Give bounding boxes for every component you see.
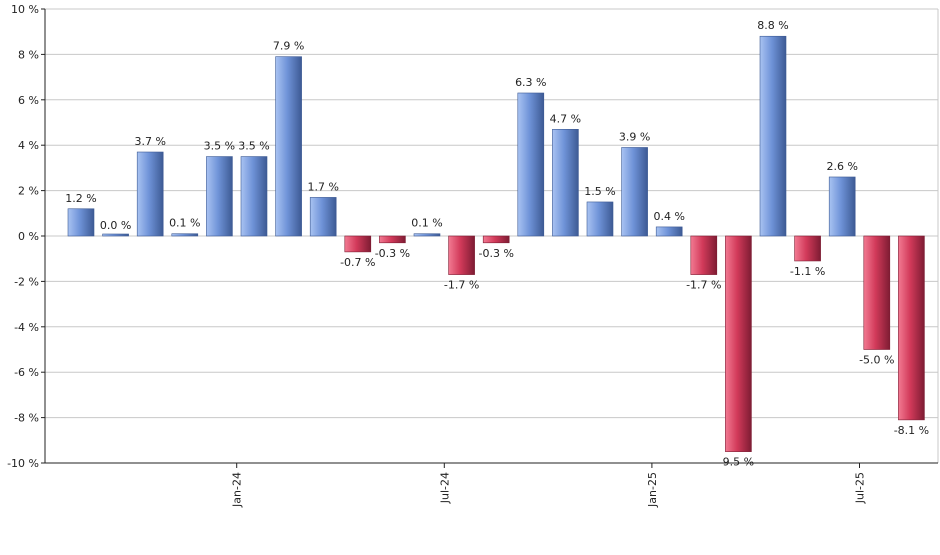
data-label: 1.7 % <box>307 180 338 193</box>
y-tick-label: 4 % <box>18 139 39 152</box>
data-label: -1.7 % <box>686 279 721 292</box>
y-tick-label: -6 % <box>14 366 39 379</box>
data-label: -5.0 % <box>859 354 894 367</box>
bar <box>344 235 372 253</box>
x-tick-label: Jan-24 <box>231 472 244 508</box>
x-tick-label: Jan-25 <box>646 472 659 508</box>
y-tick-label: -4 % <box>14 321 39 334</box>
data-label: 3.9 % <box>619 130 650 143</box>
bar <box>171 233 199 237</box>
data-label: 3.5 % <box>204 140 235 153</box>
y-tick-label: 8 % <box>18 48 39 61</box>
axes: -10 % -8 % -6 % -4 % -2 % 0 % 2 % 4 % 6 % 8 % 10 %… <box>7 3 938 508</box>
bar <box>448 235 475 275</box>
data-labels: 1.2 % 0.0 % 3.7 % 0.1 % 3.5 % 3.5 % 7.9 % 1.7 %… <box>65 19 929 468</box>
y-tick-label: -2 % <box>14 275 39 288</box>
bar <box>898 235 925 421</box>
bar <box>67 208 95 237</box>
x-tick-label: Jul-24 <box>438 472 451 504</box>
bar <box>655 226 683 237</box>
bars <box>67 35 925 452</box>
bar <box>690 235 718 275</box>
y-tick-label: 2 % <box>18 185 39 198</box>
y-tick-label: 0 % <box>18 230 39 243</box>
bar <box>586 201 614 237</box>
data-label: 6.3 % <box>515 76 546 89</box>
bar <box>552 129 579 237</box>
bar <box>309 197 337 237</box>
bar <box>102 233 129 237</box>
data-label: -1.7 % <box>444 279 479 292</box>
bar <box>413 233 441 237</box>
bar <box>275 56 302 237</box>
bar <box>206 156 233 237</box>
data-label: 0.1 % <box>411 217 442 230</box>
bar <box>828 176 856 237</box>
data-label: -0.3 % <box>478 247 513 260</box>
data-label: 0.0 % <box>100 219 131 232</box>
data-label: -0.3 % <box>375 247 410 260</box>
x-tick-label: Jul-25 <box>854 472 867 504</box>
data-label: 9.5 % <box>723 456 754 469</box>
data-label: -0.7 % <box>340 256 375 269</box>
data-label: 2.6 % <box>826 160 857 173</box>
data-label: 0.1 % <box>169 217 200 230</box>
bar <box>725 235 752 452</box>
data-label: 1.2 % <box>65 192 96 205</box>
bar <box>759 35 787 237</box>
bar <box>794 235 821 262</box>
bar <box>517 92 545 237</box>
data-label: 0.4 % <box>653 210 684 223</box>
data-label: 8.8 % <box>757 19 788 32</box>
data-label: -1.1 % <box>790 265 825 278</box>
data-label: 3.5 % <box>238 140 269 153</box>
data-label: 3.7 % <box>134 135 165 148</box>
y-tick-label: 6 % <box>18 94 39 107</box>
y-tick-label: -8 % <box>14 412 39 425</box>
bar <box>621 147 648 237</box>
data-label: 1.5 % <box>584 185 615 198</box>
y-tick-label: 10 % <box>11 3 39 16</box>
bar <box>240 156 268 237</box>
data-label: 7.9 % <box>273 40 304 53</box>
bar <box>136 151 164 237</box>
bar <box>863 235 891 350</box>
data-label: 4.7 % <box>550 112 581 125</box>
data-label: -8.1 % <box>894 424 929 437</box>
y-tick-label: -10 % <box>7 457 39 470</box>
bar <box>482 235 510 244</box>
bar <box>379 235 406 244</box>
